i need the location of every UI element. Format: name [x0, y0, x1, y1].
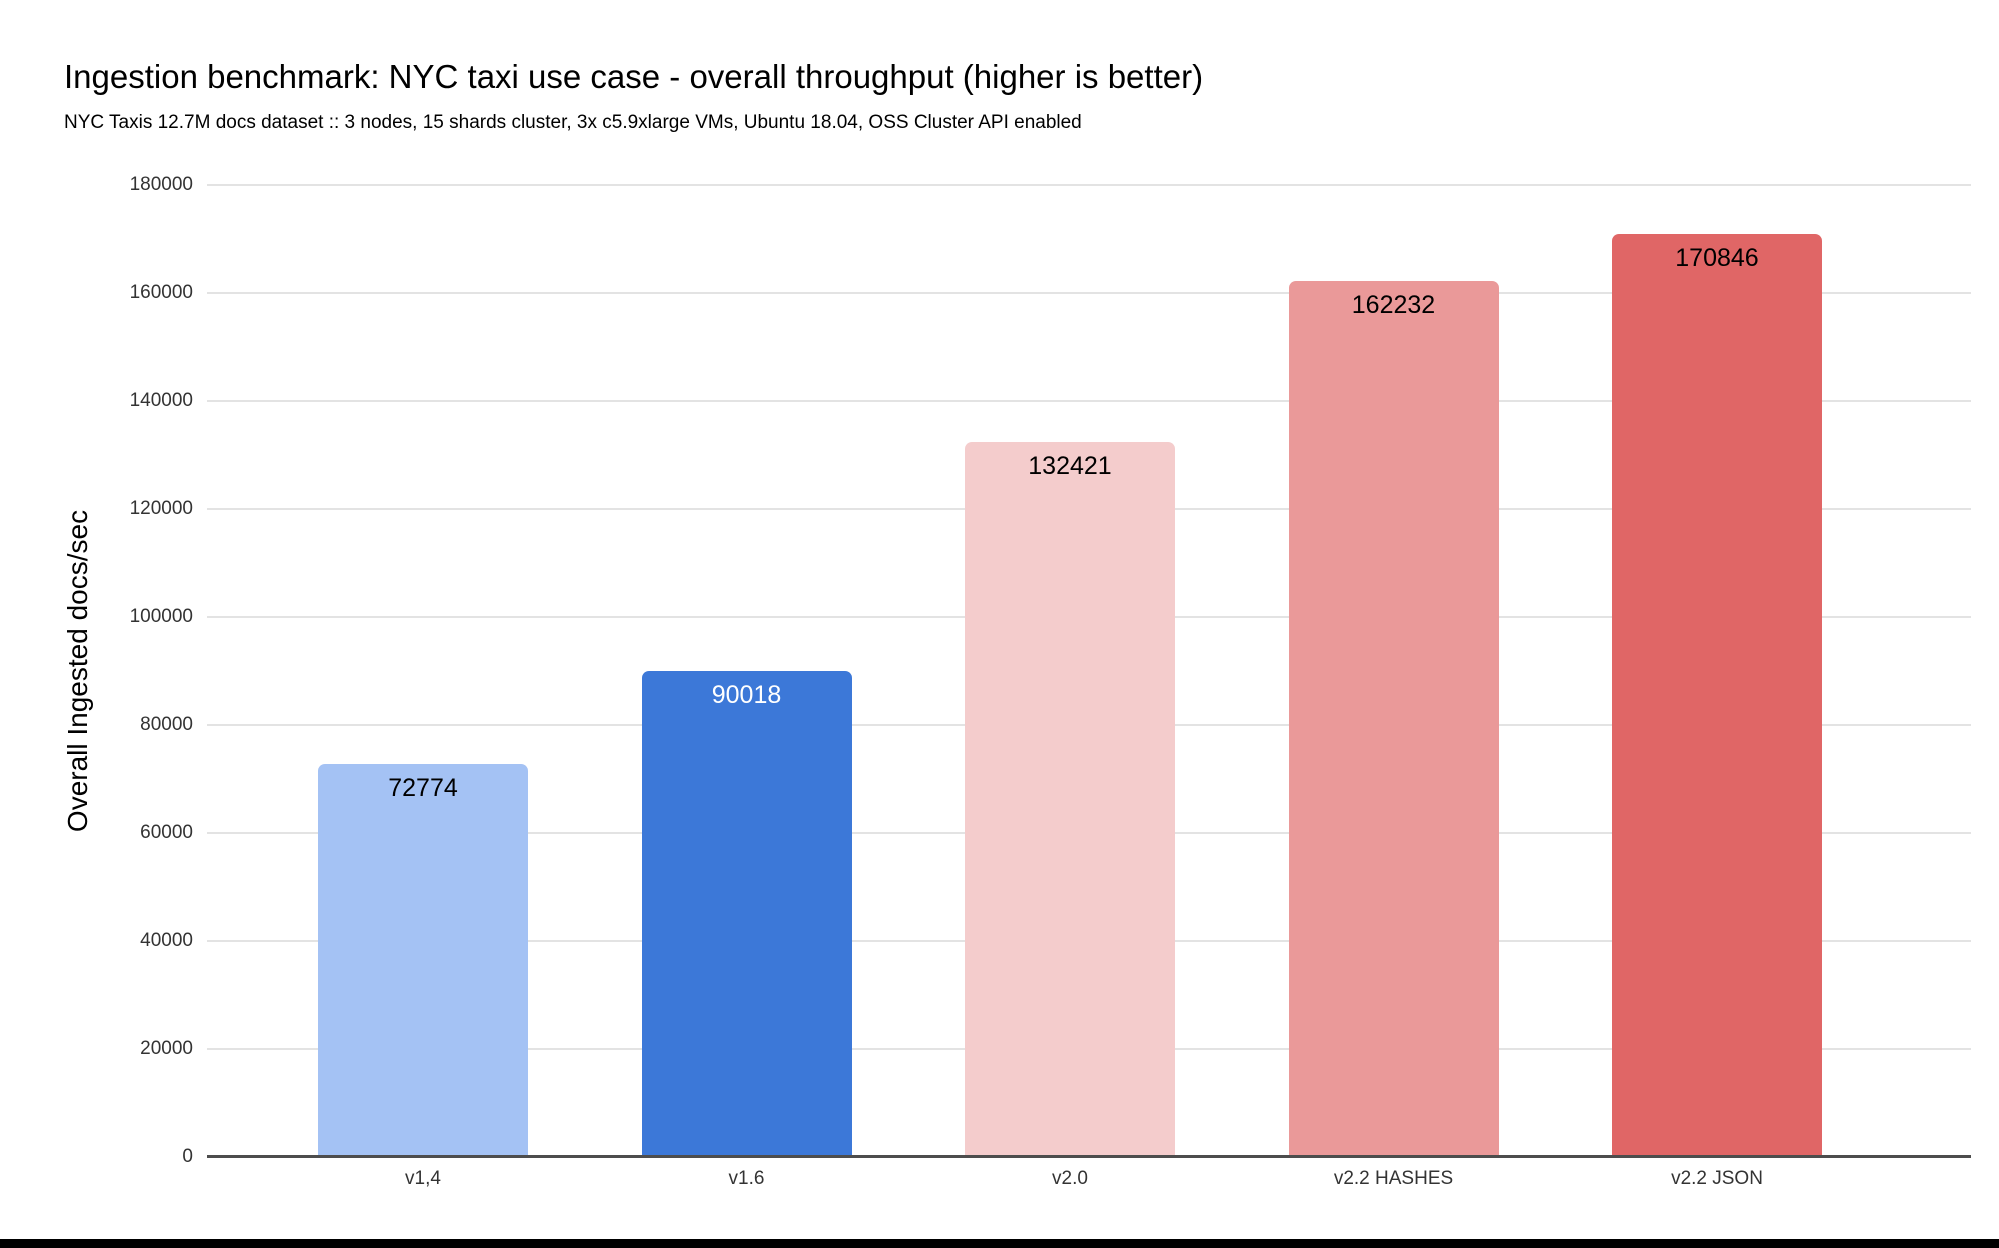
x-tick-label: v2.2 HASHES [1333, 1168, 1454, 1189]
x-tick-label: v2.2 JSON [1671, 1168, 1763, 1189]
bar [1288, 280, 1499, 1157]
bar [1612, 234, 1822, 1157]
y-tick-label: 60000 [140, 822, 193, 843]
y-tick-label: 80000 [140, 714, 193, 735]
x-tick-label: v1,4 [405, 1168, 441, 1189]
bar-value-label: 170846 [1675, 244, 1759, 273]
bar-value-label: 162232 [1351, 290, 1436, 319]
gridline [207, 400, 1971, 402]
y-tick-label: 180000 [129, 174, 193, 195]
bar [965, 441, 1175, 1157]
bar [641, 670, 852, 1157]
y-tick-label: 120000 [129, 498, 193, 519]
y-tick-label: 0 [182, 1146, 193, 1167]
x-tick-label: v2.0 [1052, 1168, 1088, 1189]
chart-title: Ingestion benchmark: NYC taxi use case -… [64, 58, 1204, 95]
bar-value-label: 72774 [388, 774, 458, 803]
gridline [207, 184, 1971, 186]
gridline [207, 292, 1971, 294]
x-axis-line [207, 1155, 1971, 1158]
y-tick-label: 140000 [129, 390, 193, 411]
chart-subtitle: NYC Taxis 12.7M docs dataset :: 3 nodes,… [64, 112, 1082, 133]
bottom-black-strip [0, 1239, 1999, 1248]
bar-value-label: 90018 [711, 680, 782, 709]
bar [318, 764, 528, 1157]
bar-value-label: 132421 [1028, 451, 1112, 480]
y-tick-label: 100000 [129, 606, 193, 627]
y-tick-label: 40000 [140, 930, 193, 951]
y-tick-label: 20000 [140, 1038, 193, 1059]
y-tick-label: 160000 [129, 282, 193, 303]
x-tick-label: v1.6 [728, 1168, 765, 1189]
